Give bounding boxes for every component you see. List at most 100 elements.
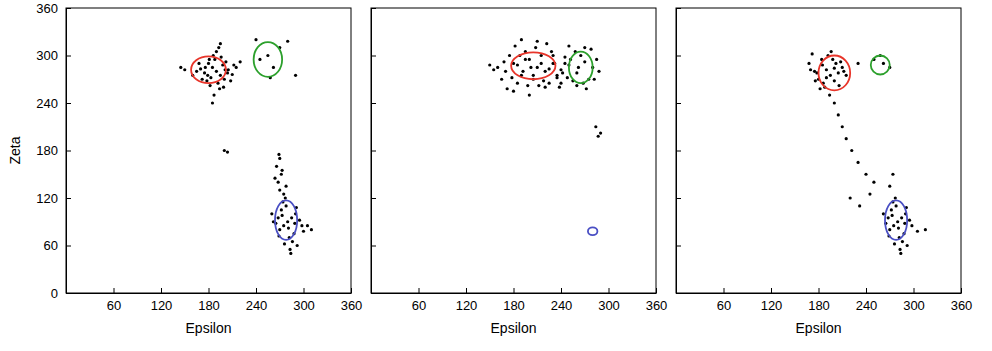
point <box>208 84 211 87</box>
ellipse <box>511 52 555 79</box>
tick <box>371 8 376 9</box>
tick-label: 360 <box>646 298 668 313</box>
point <box>287 226 290 229</box>
point <box>227 68 230 71</box>
tick: 180 <box>808 288 830 313</box>
tick-mark <box>304 288 305 293</box>
point <box>537 84 540 87</box>
point <box>534 46 537 49</box>
point <box>559 68 562 71</box>
point <box>545 42 548 45</box>
plot-frame <box>676 8 961 293</box>
x-axis: 60120180240300360 <box>372 288 668 313</box>
point <box>288 248 291 251</box>
point <box>540 62 543 65</box>
tick <box>371 56 376 57</box>
point <box>520 38 523 41</box>
point <box>488 63 491 66</box>
point <box>302 230 305 233</box>
x-axis-title: Epsilon <box>491 320 537 336</box>
ellipses <box>511 52 597 236</box>
point <box>179 66 182 69</box>
point <box>277 181 280 184</box>
tick-mark <box>351 288 352 293</box>
point <box>597 70 600 73</box>
tick-mark <box>371 56 376 57</box>
tick-mark <box>256 288 257 293</box>
tick: 60 <box>107 288 121 313</box>
point <box>559 82 562 85</box>
tick: 180 <box>503 288 525 313</box>
tick-label: 180 <box>808 298 830 313</box>
point <box>894 196 897 199</box>
point <box>868 192 871 195</box>
point <box>906 244 909 247</box>
point <box>872 181 875 184</box>
point <box>278 188 281 191</box>
point <box>593 78 596 81</box>
tick-label: 300 <box>598 298 620 313</box>
point <box>215 50 218 53</box>
point <box>212 93 215 96</box>
point <box>890 208 893 211</box>
point <box>220 55 223 58</box>
point <box>183 68 186 71</box>
point <box>254 38 257 41</box>
point <box>284 185 287 188</box>
point <box>814 79 817 82</box>
tick: 120 <box>36 191 71 206</box>
plot-area <box>488 38 602 235</box>
tick-mark <box>371 8 376 9</box>
tick-mark <box>371 293 376 294</box>
tick <box>676 8 681 9</box>
point <box>506 87 509 90</box>
point <box>300 224 303 227</box>
tick-mark <box>819 288 820 293</box>
point <box>258 58 261 61</box>
tick-mark <box>66 8 71 9</box>
panel: 60120180240300360Epsilon <box>371 8 667 336</box>
ellipse <box>254 42 283 77</box>
point <box>594 125 597 128</box>
tick: 60 <box>44 238 71 253</box>
tick: 120 <box>761 288 783 313</box>
point <box>845 74 848 77</box>
point <box>229 79 232 82</box>
point <box>828 93 831 96</box>
point <box>898 248 901 251</box>
point <box>901 240 904 243</box>
point <box>278 228 281 231</box>
tick-label: 180 <box>503 298 525 313</box>
tick: 240 <box>36 96 71 111</box>
point <box>508 54 511 57</box>
y-axis-title: Zeta <box>7 136 23 164</box>
tick <box>371 198 376 199</box>
point <box>888 185 891 188</box>
point <box>831 58 834 61</box>
tick-mark <box>724 288 725 293</box>
point <box>217 46 220 49</box>
point <box>882 62 885 65</box>
point <box>496 66 499 69</box>
ellipse <box>275 200 297 240</box>
tick: 60 <box>412 288 426 313</box>
ellipses <box>191 42 297 240</box>
point <box>273 177 276 180</box>
point <box>204 66 207 69</box>
tick <box>371 293 376 294</box>
tick-mark <box>161 288 162 293</box>
tick-mark <box>371 151 376 152</box>
point <box>528 58 531 61</box>
point <box>899 252 902 255</box>
tick-label: 180 <box>198 298 220 313</box>
point <box>222 86 225 89</box>
tick-label: 180 <box>36 143 58 158</box>
tick-label: 120 <box>456 298 478 313</box>
point <box>516 63 519 66</box>
point <box>502 60 505 63</box>
point <box>209 76 212 79</box>
point <box>211 66 214 69</box>
tick-label: 120 <box>761 298 783 313</box>
point <box>900 216 903 219</box>
point <box>281 169 284 172</box>
